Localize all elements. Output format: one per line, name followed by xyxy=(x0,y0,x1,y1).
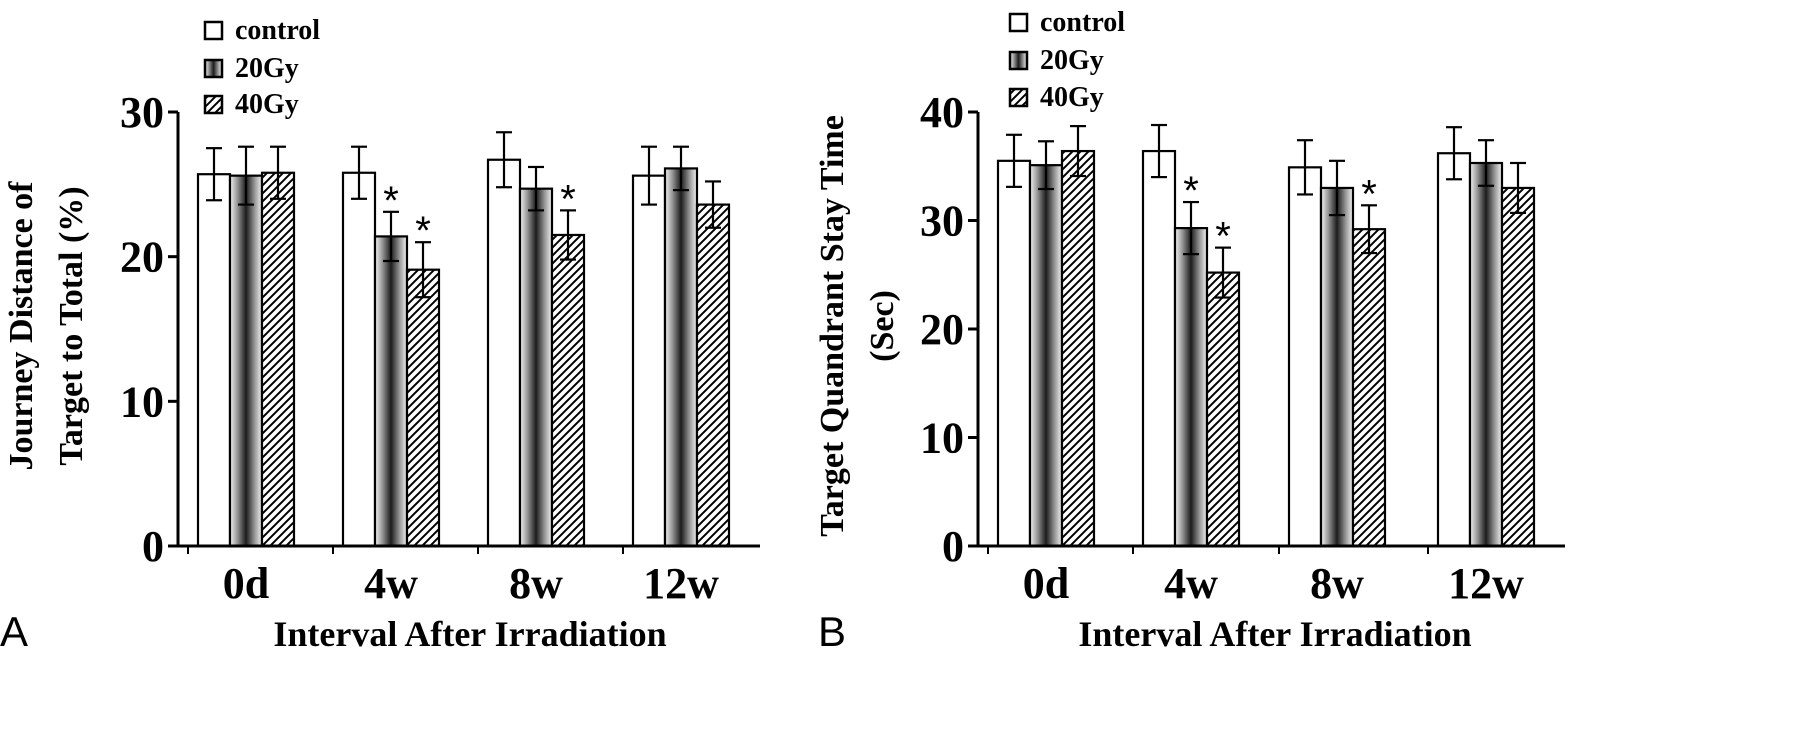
legend-label-40Gy: 40Gy xyxy=(235,89,299,120)
legend-label-20Gy: 20Gy xyxy=(235,53,299,84)
legend-swatch-20Gy xyxy=(203,58,224,79)
panel-label: A xyxy=(0,608,28,655)
legend: control 20Gy 40Gy xyxy=(1008,7,1125,113)
bars-group xyxy=(996,149,1536,548)
x-tick-labels: 0d 4w 8w 12w xyxy=(987,546,1524,608)
bar-40Gy-8w xyxy=(550,233,586,548)
y-tick-label: 30 xyxy=(120,88,164,137)
legend-label-20Gy: 20Gy xyxy=(1040,45,1104,76)
bar-40Gy-12w xyxy=(1500,186,1536,548)
y-axis-label-line-2: (Sec) xyxy=(864,290,901,362)
legend-swatch-20Gy xyxy=(1008,50,1029,71)
x-tick-label: 4w xyxy=(1164,559,1218,608)
x-tick-label: 12w xyxy=(643,559,719,608)
legend-label-control: control xyxy=(235,15,320,46)
bar-40Gy-12w xyxy=(695,203,731,548)
bar-20Gy-4w xyxy=(1173,226,1209,548)
significance-star: * xyxy=(383,179,399,223)
bar-control-4w xyxy=(1141,149,1177,548)
x-tick-label: 8w xyxy=(509,559,563,608)
bar-40Gy-0d xyxy=(1060,149,1096,548)
error-bars-group xyxy=(206,131,721,299)
legend-swatch-control xyxy=(203,20,224,41)
x-tick-label: 4w xyxy=(364,559,418,608)
bar-control-8w xyxy=(1287,166,1323,548)
x-axis-label: Interval After Irradiation xyxy=(1078,614,1471,654)
bar-40Gy-4w xyxy=(405,268,441,548)
y-axis-label-line-2: Target to Total (%) xyxy=(53,186,90,465)
y-tick-label: 20 xyxy=(920,305,964,354)
y-tick-label: 20 xyxy=(120,233,164,282)
bar-40Gy-0d xyxy=(260,171,296,548)
bar-20Gy-8w xyxy=(518,187,554,548)
panel-label: B xyxy=(818,608,846,655)
x-tick-labels: 0d 4w 8w 12w xyxy=(187,546,719,608)
significance-markers: * * * xyxy=(383,177,576,253)
bar-control-0d xyxy=(996,159,1032,548)
significance-markers: * * * xyxy=(1183,169,1377,259)
significance-star: * xyxy=(415,209,431,253)
bar-20Gy-4w xyxy=(373,235,409,548)
bar-40Gy-8w xyxy=(1351,228,1387,548)
bar-20Gy-0d xyxy=(228,174,264,548)
y-tick-label: 40 xyxy=(920,88,964,137)
y-axis-label-line-1: Target Quandrant Stay Time xyxy=(814,115,851,537)
legend: control 20Gy 40Gy xyxy=(203,15,320,120)
x-tick-label: 12w xyxy=(1448,559,1524,608)
significance-star: * xyxy=(1215,215,1231,259)
bars-group xyxy=(196,158,731,548)
x-axis-label: Interval After Irradiation xyxy=(273,614,666,654)
bar-20Gy-12w xyxy=(663,167,699,548)
bar-20Gy-0d xyxy=(1028,164,1064,548)
y-tick-label: 30 xyxy=(920,197,964,246)
bar-control-12w xyxy=(631,174,667,548)
x-tick-label: 8w xyxy=(1310,559,1364,608)
bar-control-12w xyxy=(1436,152,1472,548)
bar-control-8w xyxy=(486,158,522,548)
y-tick-label: 0 xyxy=(942,522,964,571)
y-tick-label: 0 xyxy=(142,522,164,571)
x-tick-label: 0d xyxy=(1023,559,1069,608)
y-tick-label: 10 xyxy=(120,377,164,426)
legend-label-control: control xyxy=(1040,7,1125,38)
x-tick-label: 0d xyxy=(223,559,269,608)
bar-control-4w xyxy=(341,171,377,548)
bar-20Gy-12w xyxy=(1468,161,1504,548)
legend-swatch-40Gy xyxy=(203,94,224,115)
legend-label-40Gy: 40Gy xyxy=(1040,82,1104,113)
bar-control-0d xyxy=(196,173,232,548)
bar-40Gy-4w xyxy=(1205,271,1241,548)
bar-20Gy-8w xyxy=(1319,186,1355,548)
chart-panel-a: * * * 0 10 20 30 0d 4w 8w 12w control 20Gy 40Gy Jo… xyxy=(0,15,760,655)
y-ticks: 0 10 20 30 40 xyxy=(920,88,978,571)
error-bars-group xyxy=(1006,123,1526,299)
significance-star: * xyxy=(1361,172,1377,216)
legend-swatch-40Gy xyxy=(1008,87,1029,108)
significance-star: * xyxy=(560,177,576,221)
legend-swatch-control xyxy=(1008,12,1029,33)
y-ticks: 0 10 20 30 xyxy=(120,88,178,571)
y-tick-label: 10 xyxy=(920,414,964,463)
significance-star: * xyxy=(1183,169,1199,213)
y-axis-label-line-1: Journey Distance of xyxy=(3,181,40,471)
